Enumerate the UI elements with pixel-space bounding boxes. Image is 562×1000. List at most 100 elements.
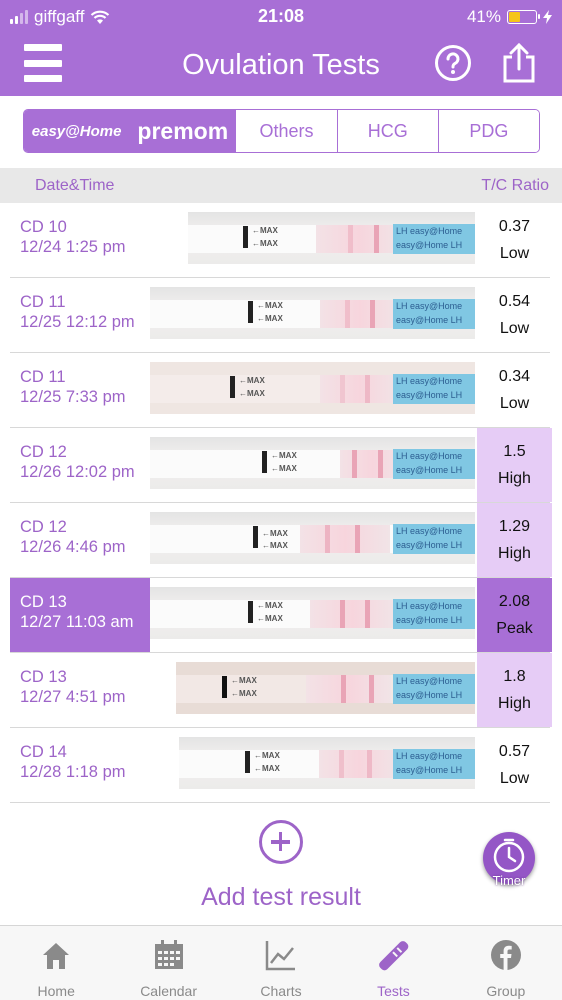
tab-tests[interactable]: Tests [337,926,449,1000]
share-icon[interactable] [500,42,538,84]
cycle-day: CD 13 [20,668,67,686]
tab-hcg[interactable]: HCG [337,110,439,152]
test-strip-photo: ←MAX ←MAX LH easy@Home easy@Home LH [176,662,475,714]
tc-ratio-cell: 1.8 High [477,653,552,727]
test-strip-photo: ←MAX ←MAX LH easy@Home easy@Home LH [179,737,475,789]
wifi-icon [91,10,110,24]
test-date: CD 12 12/26 12:02 pm [10,428,150,502]
test-datetime: 12/24 1:25 pm [20,238,126,256]
test-datetime: 12/26 4:46 pm [20,538,126,556]
test-datetime: 12/27 11:03 am [20,613,134,631]
tc-ratio-cell: 1.5 High [477,428,552,502]
ratio-level: Low [499,770,530,787]
test-date: CD 12 12/26 4:46 pm [10,503,150,577]
menu-icon [24,44,62,51]
tab-home[interactable]: Home [0,926,112,1000]
ratio-level: Low [499,320,530,337]
help-icon[interactable] [434,44,472,82]
tc-ratio-cell: 0.54 Low [477,278,552,352]
column-date-time: Date&Time [35,177,115,194]
test-date: CD 13 12/27 11:03 am [10,578,150,652]
test-datetime: 12/26 12:02 pm [20,463,135,481]
ratio-level: High [498,470,531,487]
tab-easyhome[interactable]: easy@Home [24,110,131,152]
test-strip-photo: ←MAX ←MAX LH easy@Home easy@Home LH [150,512,475,564]
list-header: Date&Time T/C Ratio [0,168,562,203]
tc-ratio-cell: 0.57 Low [477,728,552,802]
ratio-value: 2.08 [498,593,531,610]
test-date: CD 10 12/24 1:25 pm [10,203,150,277]
home-icon [43,943,70,969]
test-strip-photo: ←MAX ←MAX LH easy@Home easy@Home LH [150,437,475,489]
battery-icon [507,10,540,24]
test-date: CD 11 12/25 7:33 pm [10,353,150,427]
test-date: CD 11 12/25 12:12 pm [10,278,150,352]
stopwatch-icon [493,838,525,873]
test-strip-photo: ←MAX ←MAX LH easy@Home easy@Home LH [150,287,475,339]
ratio-value: 1.5 [503,443,526,460]
test-strip-photo: ←MAX ←MAX LH easy@Home easy@Home LH [150,362,475,414]
tab-pdg[interactable]: PDG [438,110,539,152]
test-row[interactable]: CD 11 12/25 7:33 pm ←MAX ←MAX LH easy@Home… [10,353,550,428]
ratio-level: Low [499,245,530,262]
carrier-name: giffgaff [34,7,85,26]
test-row[interactable]: CD 12 12/26 4:46 pm ←MAX ←MAX LH easy@Home… [10,503,552,578]
test-datetime: 12/28 1:18 pm [20,763,126,781]
app-header: Ovulation Tests [0,34,562,96]
battery-percent: 41% [466,7,501,26]
charts-icon [265,941,296,971]
calendar-icon [154,940,183,969]
ratio-level: Low [499,395,530,412]
test-row[interactable]: CD 12 12/26 12:02 pm ←MAX ←MAX LH easy@Hom… [10,428,552,503]
charging-icon [543,10,552,24]
timer-label: Timer [492,873,526,888]
battery-status: 41% [467,7,552,27]
timer-button[interactable]: Timer [483,832,535,888]
column-tc-ratio: T/C Ratio [481,177,549,194]
ratio-level: Peak [496,620,533,637]
test-strip-icon [379,941,409,971]
add-test-button[interactable] [259,820,303,864]
cycle-day: CD 12 [20,443,67,461]
tab-group[interactable]: Group [450,926,562,1000]
tab-others[interactable]: Others [236,110,338,152]
test-date: CD 13 12/27 4:51 pm [10,653,150,727]
tab-label: Home [37,983,75,999]
test-strip-photo: ←MAX ←MAX LH easy@Home easy@Home LH [188,212,475,264]
test-datetime: 12/27 4:51 pm [20,688,126,706]
ratio-level: High [498,545,531,562]
test-datetime: 12/25 12:12 pm [20,313,135,331]
cycle-day: CD 10 [20,218,67,236]
add-test-result-label[interactable]: Add test result [201,883,361,911]
carrier: giffgaff [10,7,110,27]
cycle-day: CD 11 [20,368,66,386]
menu-button[interactable] [24,44,62,82]
test-date: CD 14 12/28 1:18 pm [10,728,150,802]
cycle-day: CD 11 [20,293,66,311]
tab-calendar[interactable]: Calendar [112,926,224,1000]
tab-label: Group [486,983,526,999]
tab-premom[interactable]: premom [130,110,237,152]
test-row[interactable]: CD 11 12/25 12:12 pm ←MAX ←MAX LH easy@Hom… [10,278,550,353]
cycle-day: CD 14 [20,743,67,761]
tc-ratio-cell: 1.29 High [477,503,552,577]
tc-ratio-cell: 2.08 Peak [477,578,552,652]
page-title: Ovulation Tests [182,49,380,81]
ratio-value: 0.34 [498,368,531,385]
ratio-value: 0.57 [498,743,531,760]
tab-charts[interactable]: Charts [225,926,337,1000]
ratio-value: 0.37 [498,218,531,235]
test-datetime: 12/25 7:33 pm [20,388,126,406]
ratio-level: High [498,695,531,712]
test-row[interactable]: CD 10 12/24 1:25 pm ←MAX ←MAX LH easy@Home… [10,203,550,278]
test-row[interactable]: CD 14 12/28 1:18 pm ←MAX ←MAX LH easy@Home… [10,728,550,803]
clock: 21:08 [257,6,305,26]
tab-label: Calendar [140,983,198,999]
test-row[interactable]: CD 13 12/27 4:51 pm ←MAX ←MAX LH easy@Home… [10,653,552,728]
cycle-day: CD 12 [20,518,67,536]
test-strip-photo: ←MAX ←MAX LH easy@Home easy@Home LH [150,587,475,639]
brand-tabs: easy@Home premom Others HCG PDG [23,109,540,153]
facebook-icon [490,940,521,970]
ratio-value: 1.8 [503,668,526,685]
test-row-selected[interactable]: CD 13 12/27 11:03 am ←MAX ←MAX LH easy@Hom… [10,578,552,653]
